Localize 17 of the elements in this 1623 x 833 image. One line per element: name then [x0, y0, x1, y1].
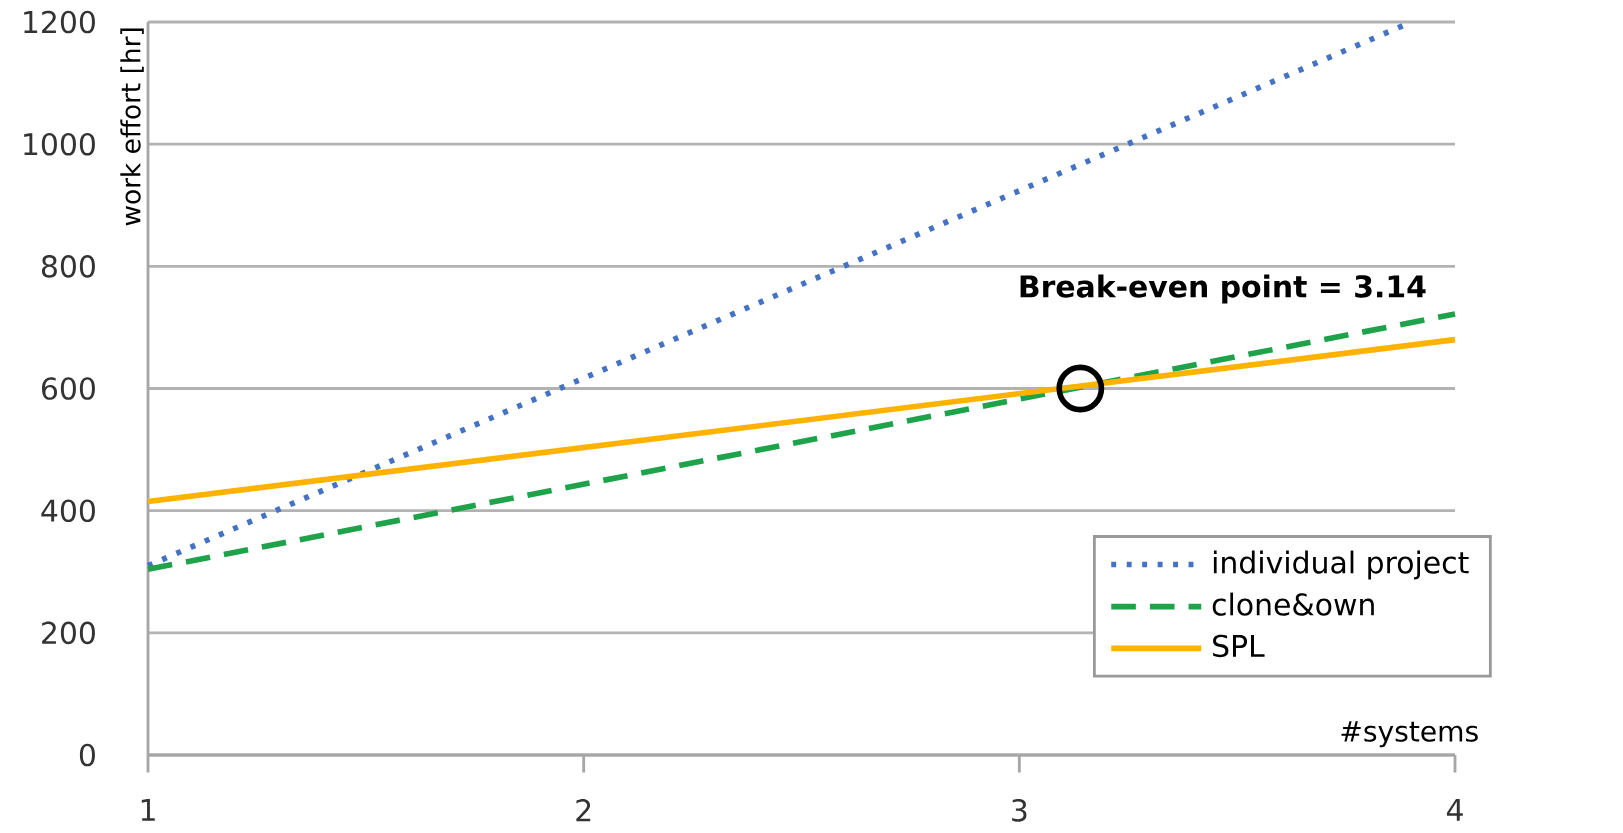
- y-tick-label: 1200: [24, 10, 95, 34]
- legend-label: individual project: [1213, 550, 1469, 580]
- legend-label: clone&own: [1212, 592, 1374, 616]
- y-tick-label: 200: [42, 621, 95, 645]
- y-tick-label: 800: [41, 255, 95, 278]
- y-tick-label: 400: [41, 499, 95, 522]
- y-tick-label: 0: [79, 743, 95, 767]
- x-axis-title: #systems: [1341, 721, 1478, 748]
- x-tick-label: 2: [576, 799, 591, 822]
- y-tick-label: 1000: [24, 132, 95, 156]
- y-tick-label: 600: [41, 377, 95, 400]
- x-tick-label: 4: [1446, 799, 1463, 821]
- y-axis-title: work effort [hr]: [120, 28, 144, 226]
- annotation: Break-even point = 3.14: [1020, 274, 1426, 304]
- legend-label: SPL: [1213, 634, 1265, 658]
- x-tick-label: 3: [1012, 799, 1027, 822]
- x-tick-label: 1: [141, 799, 155, 821]
